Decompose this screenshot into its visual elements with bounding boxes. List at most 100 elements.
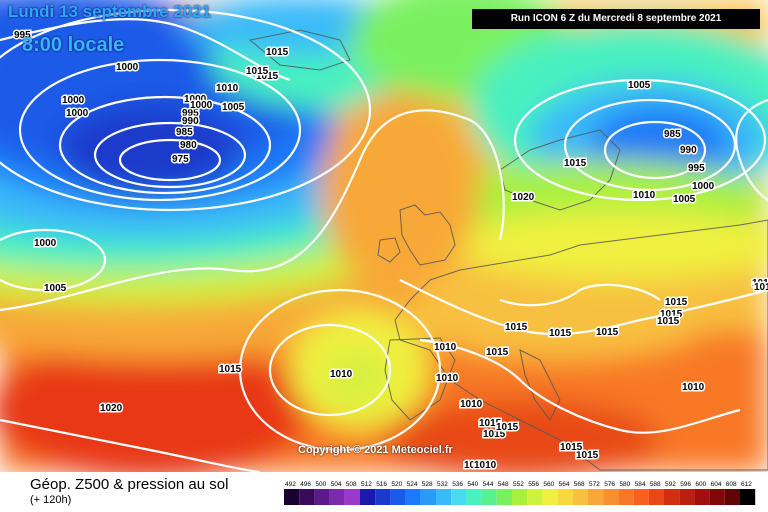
color-scale-label: 532	[437, 481, 448, 488]
isobar-label: 1015	[596, 327, 619, 338]
color-scale-label: 596	[680, 481, 691, 488]
color-scale-swatch	[572, 489, 588, 505]
color-scale-swatch	[557, 489, 573, 505]
color-scale-label: 572	[589, 481, 600, 488]
color-scale-swatch	[405, 489, 421, 505]
isobar-label: 1015	[665, 297, 688, 308]
color-scale-swatch	[360, 489, 376, 505]
color-scale-label: 576	[604, 481, 615, 488]
color-scale-label: 604	[711, 481, 722, 488]
weather-map: 9951000100010001000101510151015101010009…	[0, 0, 768, 472]
isobar-label: 1015	[754, 282, 768, 293]
isobar-label: 1010	[633, 190, 656, 201]
isobar-label: 1010	[436, 373, 459, 384]
color-scale-label: 500	[315, 481, 326, 488]
color-scale-swatch	[527, 489, 543, 505]
isobar-label: 1015	[660, 309, 683, 320]
color-scale-swatch	[466, 489, 482, 505]
color-scale-label: 580	[619, 481, 630, 488]
isobar-label: 1015	[486, 347, 509, 358]
color-scale-swatch	[588, 489, 604, 505]
color-scale-label: 588	[650, 481, 661, 488]
color-scale-swatch	[299, 489, 315, 505]
isobar-label: 1000	[62, 95, 85, 106]
isobar-label: 1020	[512, 192, 535, 203]
color-scale-label: 612	[741, 481, 752, 488]
isobar-label: 1015	[483, 429, 506, 440]
color-scale-label: 560	[543, 481, 554, 488]
isobar-label: 1010	[682, 382, 705, 393]
color-scale-swatch	[451, 489, 467, 505]
color-scale-label: 536	[452, 481, 463, 488]
color-scale-swatch	[390, 489, 406, 505]
color-scale-label: 496	[300, 481, 311, 488]
isobar-label: 1015	[549, 328, 572, 339]
legend-title: Géop. Z500 & pression au sol	[30, 476, 229, 493]
isobar-label: 1015	[246, 66, 269, 77]
isobar-label: 1000	[66, 108, 89, 119]
isobar-label: 1015	[219, 364, 242, 375]
color-scale-label: 528	[422, 481, 433, 488]
isobar-label: 1015	[256, 71, 279, 82]
isobar-label: 990	[680, 145, 697, 156]
isobar-label: 1015	[266, 47, 289, 58]
color-scale-swatch	[344, 489, 360, 505]
isobar-label: 1015	[657, 316, 680, 327]
color-scale-label: 492	[285, 481, 296, 488]
color-scale-label: 504	[331, 481, 342, 488]
isobar-label: 975	[172, 154, 189, 165]
isobar-label: 1000	[116, 62, 139, 73]
color-scale-label: 520	[391, 481, 402, 488]
isobar-label: 980	[180, 140, 197, 151]
isobar-label: 985	[176, 127, 193, 138]
color-scale-swatch	[724, 489, 740, 505]
color-scale-label: 540	[467, 481, 478, 488]
color-scale-swatch	[496, 489, 512, 505]
isobar-label: 995	[688, 163, 705, 174]
color-scale-label: 552	[513, 481, 524, 488]
color-scale-swatch	[542, 489, 558, 505]
isobar-label: 1010	[460, 399, 483, 410]
isobar-label: 985	[664, 129, 681, 140]
color-scale-swatch	[709, 489, 725, 505]
coastlines	[248, 29, 768, 471]
isobar-label: 1005	[44, 283, 67, 294]
color-scale-swatch	[420, 489, 436, 505]
color-scale-swatch	[512, 489, 528, 505]
color-scale-swatch	[284, 489, 300, 505]
color-scale-label: 508	[346, 481, 357, 488]
isobar-label: 1000	[692, 181, 715, 192]
isobar-label: 1010	[216, 83, 239, 94]
isobar-label: 1015	[479, 418, 502, 429]
pressure-labels: 9951000100010001000101510151015101010009…	[13, 29, 768, 473]
isobar-label: 1010	[464, 460, 487, 471]
isobar-label: 1020	[100, 403, 123, 414]
color-scale-label: 548	[498, 481, 509, 488]
color-scale-label: 608	[726, 481, 737, 488]
forecast-date: Lundi 13 septembre 2021	[8, 2, 212, 21]
forecast-hour: 8:00 locale	[22, 34, 125, 56]
isobar-label: 1010	[474, 460, 497, 471]
isobar-label: 1015	[564, 158, 587, 169]
color-scale-label: 592	[665, 481, 676, 488]
color-scale-swatch	[375, 489, 391, 505]
color-scale-label: 600	[695, 481, 706, 488]
copyright: Copyright © 2021 Meteociel.fr	[298, 444, 453, 456]
isobar-label: 1000	[34, 238, 57, 249]
color-scale-swatch	[664, 489, 680, 505]
color-scale-swatch	[603, 489, 619, 505]
color-scale-swatch	[633, 489, 649, 505]
color-scale-label: 524	[407, 481, 418, 488]
isobar-label: 1015	[752, 278, 768, 289]
isobar-label: 1015	[576, 450, 599, 461]
isobar-label: 1010	[330, 369, 353, 380]
color-scale-label: 544	[483, 481, 494, 488]
color-scale-label: 512	[361, 481, 372, 488]
color-scale-label: 556	[528, 481, 539, 488]
isobar-label: 1015	[560, 442, 583, 453]
color-scale-swatch	[679, 489, 695, 505]
legend-subtitle: (+ 120h)	[30, 494, 72, 506]
isobar-label: 1010	[434, 342, 457, 353]
color-scale-swatch	[618, 489, 634, 505]
